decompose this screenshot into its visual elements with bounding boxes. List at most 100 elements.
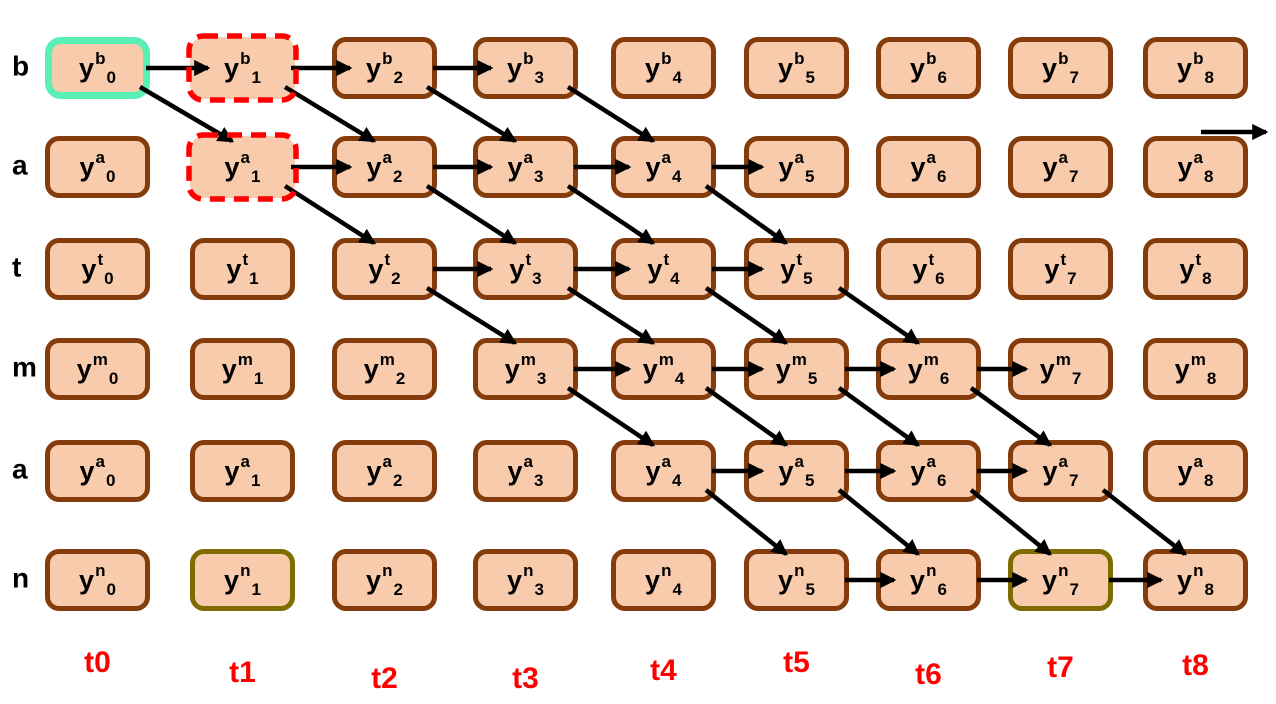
cell-superscript: a	[661, 451, 672, 471]
cell-superscript: a	[95, 451, 106, 471]
cell-symbol: y	[645, 151, 661, 182]
cell-superscript: n	[95, 560, 106, 580]
cell-symbol: y	[1177, 455, 1193, 486]
cell-subscript: 3	[534, 67, 544, 87]
cell-symbol: y	[507, 564, 523, 595]
cell-symbol: y	[910, 52, 926, 83]
cell-subscript: 2	[393, 166, 403, 186]
cell-subscript: 5	[805, 166, 815, 186]
cell-symbol: y	[910, 151, 926, 182]
cell-superscript: n	[1193, 560, 1204, 580]
cell-symbol: y	[366, 151, 382, 182]
cell-superscript: b	[240, 48, 251, 68]
cell-superscript: b	[382, 48, 393, 68]
cell-superscript: m	[379, 349, 395, 369]
cell-subscript: 5	[805, 470, 815, 490]
cell-subscript: 3	[534, 579, 544, 599]
cell-superscript: m	[923, 349, 939, 369]
row-label-b-0: b	[12, 50, 30, 82]
cell-symbol: y	[79, 564, 95, 595]
cell-symbol: y	[775, 353, 791, 384]
cell-symbol: y	[1042, 564, 1058, 595]
cell-superscript: m	[1190, 349, 1206, 369]
cell-superscript: a	[240, 147, 251, 167]
cell-subscript: 7	[1069, 67, 1079, 87]
cell-superscript: a	[1058, 147, 1069, 167]
cell-superscript: m	[791, 349, 807, 369]
cell-symbol: y	[1177, 151, 1193, 182]
row-label-n-5: n	[12, 562, 30, 594]
cell-symbol: y	[1179, 253, 1195, 284]
cell-symbol: y	[642, 353, 658, 384]
cell-subscript: 7	[1071, 368, 1082, 388]
row-label-a-4: a	[12, 453, 28, 485]
cell-subscript: 5	[807, 368, 818, 388]
cell-subscript: 5	[805, 579, 815, 599]
cell-subscript: 7	[1069, 579, 1079, 599]
cell-symbol: y	[507, 52, 523, 83]
cell-subscript: 2	[393, 470, 403, 490]
cell-symbol: y	[224, 151, 240, 182]
cell-superscript: a	[240, 451, 251, 471]
cell-subscript: 4	[672, 166, 682, 186]
cell-superscript: a	[523, 451, 534, 471]
cell-subscript: 8	[1204, 470, 1214, 490]
time-label-t8: t8	[1182, 649, 1209, 682]
cell-symbol: y	[647, 253, 663, 284]
cell-superscript: m	[1055, 349, 1071, 369]
row-label-t-2: t	[12, 251, 22, 283]
cell-superscript: b	[1193, 48, 1204, 68]
cell-superscript: t	[242, 249, 249, 269]
cell-symbol: y	[1177, 52, 1193, 83]
cell-superscript: m	[658, 349, 674, 369]
cell-superscript: t	[384, 249, 391, 269]
cell-symbol: y	[780, 253, 796, 284]
cell-symbol: y	[224, 455, 240, 486]
cell-superscript: a	[926, 147, 937, 167]
cell-subscript: 7	[1069, 470, 1079, 490]
cell-symbol: y	[79, 455, 95, 486]
cell-superscript: t	[525, 249, 532, 269]
cell-superscript: b	[661, 48, 672, 68]
cell-subscript: 0	[106, 67, 116, 87]
cell-symbol: y	[224, 564, 240, 595]
cell-subscript: 0	[108, 368, 119, 388]
cell-subscript: 6	[937, 470, 947, 490]
cell-symbol: y	[226, 253, 242, 284]
cell-superscript: n	[926, 560, 937, 580]
cell-subscript: 8	[1204, 579, 1214, 599]
cell-superscript: t	[1195, 249, 1202, 269]
cell-subscript: 4	[672, 67, 682, 87]
cell-superscript: a	[95, 147, 106, 167]
cell-subscript: 3	[536, 368, 547, 388]
time-label-t7: t7	[1047, 651, 1074, 684]
time-label-t2: t2	[371, 662, 398, 695]
cell-superscript: a	[794, 451, 805, 471]
cell-subscript: 0	[106, 579, 116, 599]
cell-superscript: b	[926, 48, 937, 68]
time-label-t3: t3	[512, 662, 539, 695]
cell-subscript: 0	[104, 268, 114, 288]
